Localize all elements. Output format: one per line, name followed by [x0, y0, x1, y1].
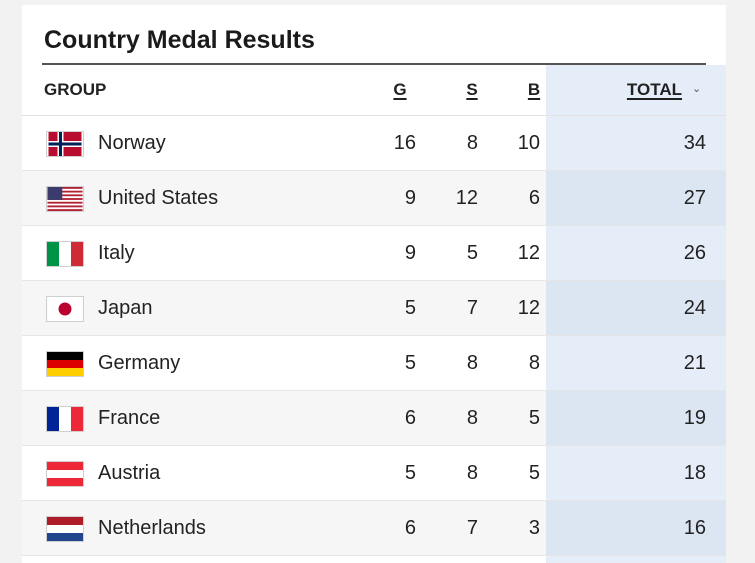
total-column-header[interactable]: TOTAL [626, 80, 682, 99]
table-row[interactable]: Germany 5 8 8 21 [22, 336, 726, 391]
gold-count: 6 [404, 517, 416, 539]
italy-flag-icon [46, 241, 84, 267]
silver-count: 8 [466, 462, 478, 484]
table-row[interactable]: Norway 16 8 10 34 [22, 116, 726, 171]
total-cell-background [546, 336, 726, 390]
japan-flag-icon [46, 296, 84, 322]
gold-count: 9 [404, 242, 416, 264]
country-name: Norway [98, 132, 166, 154]
total-count: 19 [683, 407, 706, 429]
gold-count: 5 [404, 462, 416, 484]
united-states-flag-icon [46, 186, 84, 212]
silver-count: 7 [466, 297, 478, 319]
total-cell-background [546, 446, 726, 500]
total-count: 24 [683, 297, 706, 319]
silver-count: 8 [466, 407, 478, 429]
gold-count: 9 [404, 187, 416, 209]
table-body: Norway 16 8 10 34 United States 9 12 6 27 Italy 9… [22, 116, 726, 556]
gold-column-header[interactable]: G [393, 80, 407, 99]
gold-count: 5 [404, 297, 416, 319]
total-cell-background [546, 226, 726, 280]
total-count: 34 [683, 132, 706, 154]
germany-flag-icon [46, 351, 84, 377]
page-title: Country Medal Results [44, 26, 315, 54]
gold-count: 16 [393, 132, 416, 154]
bronze-count: 6 [528, 187, 540, 209]
bronze-count: 12 [517, 297, 540, 319]
table-row[interactable]: Austria 5 8 5 18 [22, 446, 726, 501]
total-cell-background [546, 391, 726, 445]
total-cell-background [546, 171, 726, 225]
gold-count: 5 [404, 352, 416, 374]
country-name: Japan [98, 297, 153, 319]
silver-column-header[interactable]: S [466, 80, 478, 99]
total-cell-background [546, 116, 726, 170]
silver-count: 7 [466, 517, 478, 539]
total-count: 27 [683, 187, 706, 209]
france-flag-icon [46, 406, 84, 432]
total-cell-background [546, 281, 726, 335]
table-row[interactable]: France 6 8 5 19 [22, 391, 726, 446]
medal-table-card: Country Medal Results GROUP G S B TOTAL … [22, 5, 726, 563]
norway-flag-icon [46, 131, 84, 157]
austria-flag-icon [46, 461, 84, 487]
country-name: Italy [98, 242, 135, 264]
table-row[interactable]: Netherlands 6 7 3 16 [22, 501, 726, 556]
total-cell-background [546, 501, 726, 555]
country-name: France [98, 407, 161, 429]
country-name: United States [98, 187, 219, 209]
bronze-count: 3 [528, 517, 540, 539]
table-row[interactable]: Japan 5 7 12 24 [22, 281, 726, 336]
silver-count: 8 [466, 352, 478, 374]
netherlands-flag-icon [46, 516, 84, 542]
total-count: 26 [683, 242, 706, 264]
gold-count: 6 [404, 407, 416, 429]
table-row[interactable]: Italy 9 5 12 26 [22, 226, 726, 281]
bronze-count: 5 [528, 407, 540, 429]
total-count: 21 [683, 352, 706, 374]
country-name: Austria [98, 462, 161, 484]
group-column-header: GROUP [44, 80, 107, 99]
chevron-down-icon[interactable]: ⌄ [692, 83, 702, 95]
bronze-count: 5 [528, 462, 540, 484]
country-name: Germany [98, 352, 181, 374]
table-row[interactable]: United States 9 12 6 27 [22, 171, 726, 226]
total-count: 16 [683, 517, 706, 539]
bronze-count: 12 [517, 242, 540, 264]
silver-count: 8 [466, 132, 478, 154]
bronze-count: 8 [528, 352, 540, 374]
total-count: 18 [683, 462, 706, 484]
silver-count: 5 [466, 242, 478, 264]
silver-count: 12 [455, 187, 478, 209]
country-name: Netherlands [98, 517, 206, 539]
table-header: GROUP G S B TOTAL [22, 65, 726, 116]
bronze-count: 10 [517, 132, 540, 154]
bronze-column-header[interactable]: B [527, 80, 541, 99]
title-divider [42, 63, 706, 65]
